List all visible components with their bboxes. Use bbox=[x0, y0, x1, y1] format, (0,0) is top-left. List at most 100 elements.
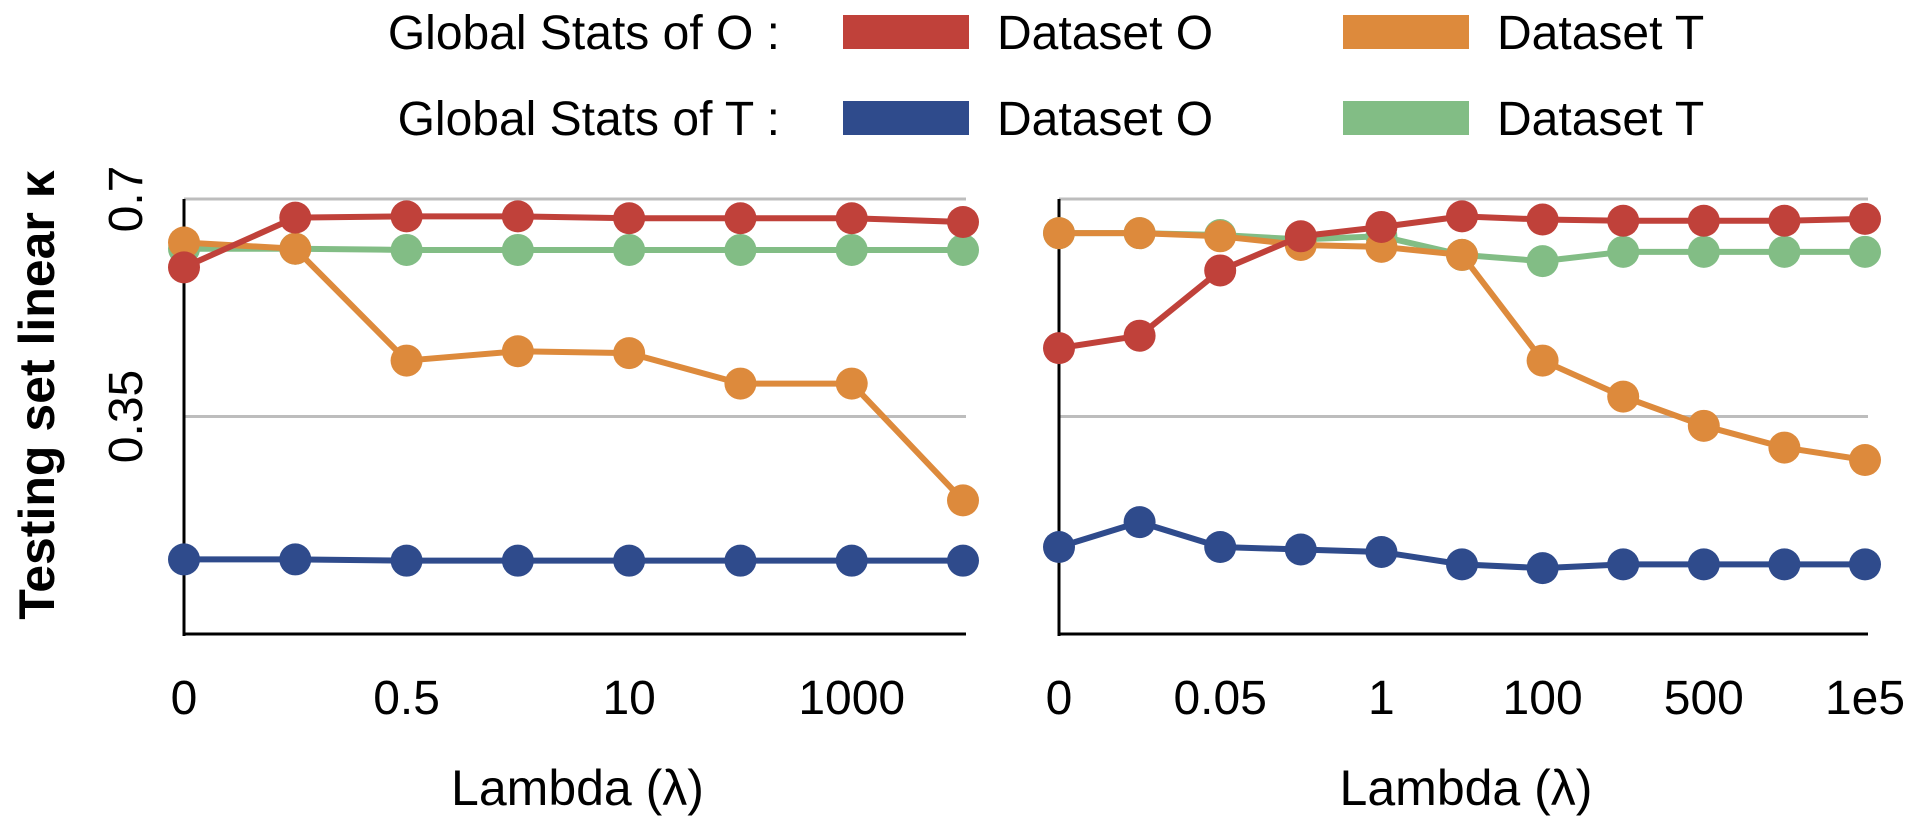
data-point bbox=[1526, 344, 1559, 377]
data-point bbox=[835, 202, 868, 235]
data-point bbox=[1446, 238, 1478, 271]
data-point bbox=[1043, 332, 1075, 365]
data-point bbox=[279, 543, 312, 576]
series-line bbox=[184, 245, 963, 253]
data-point bbox=[1204, 531, 1237, 563]
legend: Global Stats of O : Global Stats of T : Da… bbox=[388, 7, 1704, 146]
data-point bbox=[1768, 235, 1801, 268]
data-point bbox=[1284, 533, 1317, 566]
data-point bbox=[613, 544, 646, 577]
data-point bbox=[501, 335, 534, 368]
y-tick-label: 0.7 bbox=[100, 166, 153, 233]
y-axis-label: Testing set linear κ bbox=[9, 170, 65, 619]
legend-swatch-T_on_T bbox=[1343, 101, 1469, 135]
data-point bbox=[1204, 254, 1237, 287]
data-point bbox=[1849, 548, 1881, 581]
data-point bbox=[724, 544, 757, 577]
y-tick-label: 0.35 bbox=[100, 370, 153, 463]
x-tick-label: 0.05 bbox=[1173, 672, 1266, 725]
data-point bbox=[835, 367, 868, 400]
data-point bbox=[1123, 506, 1156, 539]
series-line bbox=[182, 213, 964, 271]
data-point bbox=[1768, 548, 1801, 581]
data-point bbox=[947, 205, 979, 238]
data-point bbox=[613, 202, 646, 235]
data-point bbox=[1043, 531, 1075, 563]
x-tick-label: 10 bbox=[602, 672, 655, 725]
data-point bbox=[1204, 220, 1237, 253]
data-point bbox=[835, 544, 868, 577]
legend-swatch-O_on_T bbox=[1343, 15, 1469, 49]
series-T_on_O bbox=[1043, 506, 1881, 585]
data-point bbox=[1526, 203, 1559, 236]
data-point bbox=[168, 226, 200, 259]
data-point bbox=[1768, 204, 1801, 237]
legend-entry-label: Dataset O bbox=[997, 93, 1213, 146]
data-point bbox=[947, 484, 979, 517]
x-tick-label: 0 bbox=[171, 672, 198, 725]
legend-entry-label: Dataset O bbox=[997, 7, 1213, 60]
data-point bbox=[724, 367, 757, 400]
legend-row-label: Global Stats of O : bbox=[388, 7, 780, 60]
data-point bbox=[1849, 202, 1881, 235]
data-point bbox=[1284, 220, 1317, 253]
x-axis-label: Lambda (λ) bbox=[451, 760, 704, 816]
legend-entry-label: Dataset T bbox=[1497, 7, 1704, 60]
data-point bbox=[168, 543, 200, 576]
data-point bbox=[613, 337, 646, 370]
data-point bbox=[1526, 245, 1559, 278]
data-point bbox=[390, 344, 423, 377]
data-point bbox=[1849, 235, 1881, 268]
data-point bbox=[947, 544, 979, 577]
data-point bbox=[1365, 535, 1398, 568]
data-point bbox=[1768, 431, 1801, 464]
x-tick-label: 1000 bbox=[798, 672, 905, 725]
x-tick-label: 0.5 bbox=[373, 672, 440, 725]
data-point bbox=[724, 233, 757, 266]
x-tick-label: 100 bbox=[1503, 672, 1583, 725]
data-point bbox=[1687, 548, 1720, 581]
x-tick-label: 1e5 bbox=[1825, 672, 1905, 725]
data-point bbox=[390, 233, 423, 266]
data-point bbox=[1365, 210, 1398, 243]
x-axis-label: Lambda (λ) bbox=[1340, 760, 1593, 816]
data-point bbox=[613, 233, 646, 266]
series-line bbox=[184, 556, 963, 564]
data-point bbox=[501, 200, 534, 233]
series-T_on_O bbox=[168, 543, 979, 577]
data-point bbox=[279, 232, 312, 265]
series-O_on_T bbox=[1043, 217, 1881, 476]
data-point bbox=[390, 544, 423, 577]
data-point bbox=[1607, 204, 1640, 237]
data-point bbox=[1607, 235, 1640, 268]
chart-panel-right: 0 0.05 1 100 500 1e5 Lambda (λ) bbox=[1043, 197, 1905, 816]
data-point bbox=[1687, 409, 1720, 442]
legend-row-label: Global Stats of T : bbox=[398, 93, 780, 146]
data-point bbox=[1687, 204, 1720, 237]
data-point bbox=[1526, 552, 1559, 585]
x-tick-label: 1 bbox=[1368, 672, 1395, 725]
data-point bbox=[1123, 319, 1156, 352]
data-point bbox=[1849, 444, 1881, 476]
legend-swatch-T_on_O bbox=[843, 101, 969, 135]
x-tick-label: 500 bbox=[1664, 672, 1744, 725]
data-point bbox=[1043, 217, 1075, 250]
data-point bbox=[390, 200, 423, 233]
series-O_on_T bbox=[168, 226, 979, 517]
legend-entry-label: Dataset T bbox=[1497, 93, 1704, 146]
series-line bbox=[183, 239, 966, 503]
data-point bbox=[1687, 235, 1720, 268]
data-point bbox=[947, 233, 979, 266]
data-point bbox=[1607, 380, 1640, 413]
data-point bbox=[168, 251, 200, 284]
data-point bbox=[835, 233, 868, 266]
data-point bbox=[1607, 548, 1640, 581]
series-O_on_O bbox=[168, 200, 979, 284]
data-point bbox=[724, 202, 757, 235]
data-point bbox=[501, 233, 534, 266]
x-tick-label: 0 bbox=[1046, 672, 1073, 725]
data-point bbox=[1123, 217, 1156, 250]
legend-swatch-O_on_O bbox=[843, 15, 969, 49]
data-point bbox=[279, 201, 312, 234]
